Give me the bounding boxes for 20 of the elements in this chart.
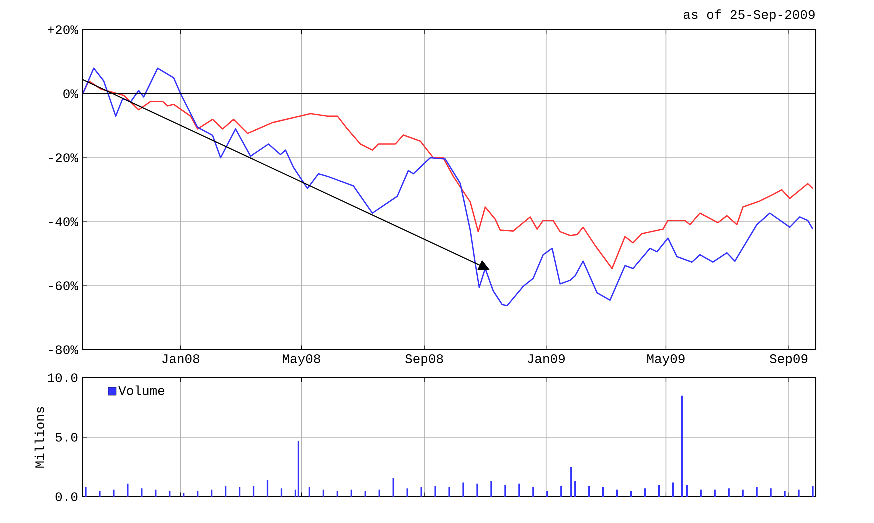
x-tick-label: Jan09 (528, 354, 565, 364)
x-tick-label: Sep08 (406, 354, 444, 366)
y-tick-label: +20% (48, 26, 78, 34)
y-tick-label: -20% (49, 154, 78, 162)
y-tick-label: 5.0 (56, 433, 78, 442)
y-tick-label: -40% (49, 218, 78, 226)
x-tick-label: May08 (283, 354, 320, 366)
y-tick-label: 0.0 (56, 492, 78, 502)
y-axis-title: Millions (34, 407, 44, 468)
y-tick-label: -80% (49, 346, 78, 354)
legend-label: Volume (118, 386, 165, 396)
x-tick-label: Jan08 (162, 354, 200, 364)
line-series (83, 80, 814, 270)
x-tick-label: Sep09 (770, 354, 808, 366)
y-tick-label: -60% (49, 282, 78, 290)
line-series (83, 68, 814, 306)
text: as of 25-Sep-2009 (684, 10, 815, 22)
x-tick-label: May09 (648, 354, 685, 366)
y-tick-label: 0% (64, 90, 78, 98)
y-tick-label: 10.0 (48, 374, 78, 382)
